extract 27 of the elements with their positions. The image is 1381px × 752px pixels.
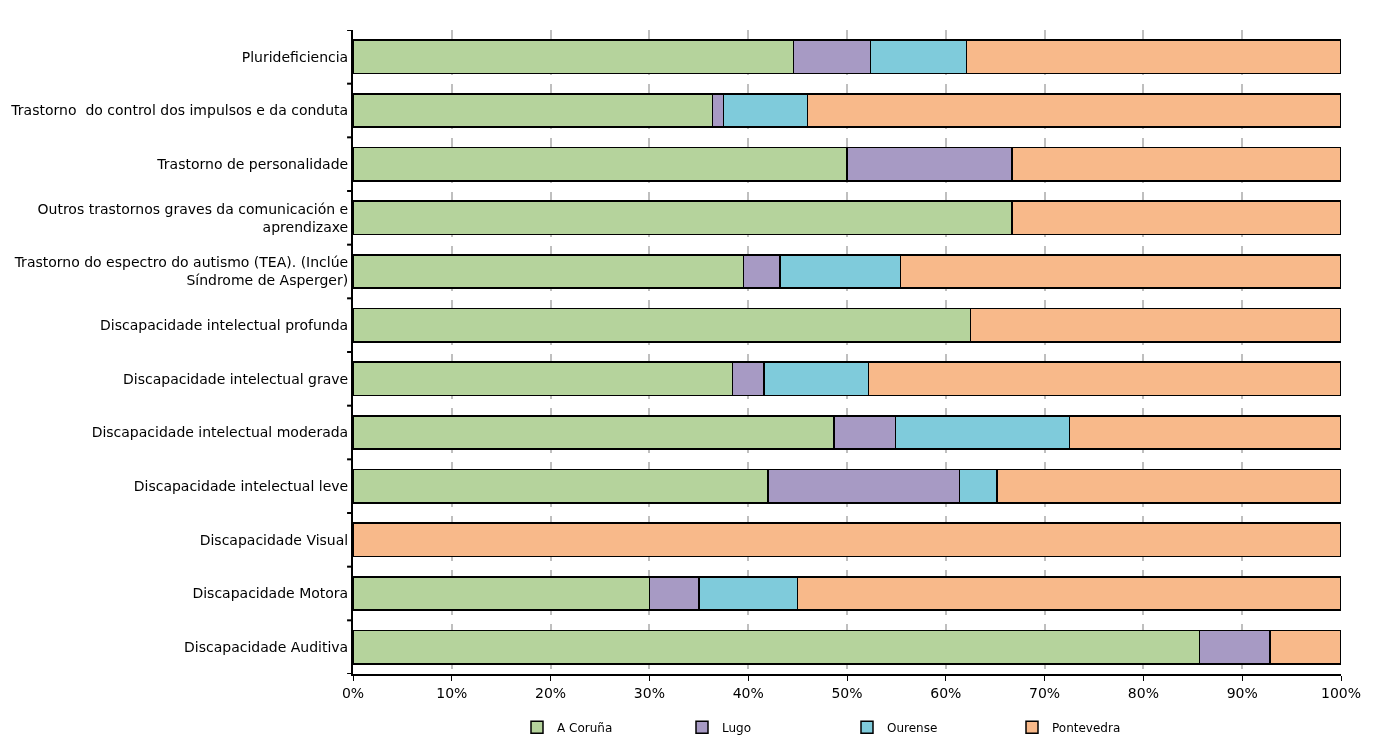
x-tick-label: 100% xyxy=(1320,684,1362,701)
x-tick-label: 60% xyxy=(930,684,962,701)
x-tick-label: 90% xyxy=(1226,684,1258,701)
x-tick-label: 0% xyxy=(341,684,365,701)
y-tick-label: Plurideficiencia xyxy=(241,48,349,65)
x-tick-label: 70% xyxy=(1029,684,1061,701)
y-tick-label: Trastorno de personalidade xyxy=(156,156,349,173)
x-tick-label: 20% xyxy=(535,684,567,701)
y-tick-label: Trastorno do control dos impulsos e da conduta xyxy=(10,102,349,119)
x-tick-label: 30% xyxy=(633,684,665,701)
x-tick-label: 10% xyxy=(436,684,468,701)
y-tick-label: Outros trastornos graves da comunicación e aprendizaxe xyxy=(37,200,349,235)
legend-label: A Coruña xyxy=(557,720,613,735)
legend-label: Ourense xyxy=(887,720,938,735)
legend-label: Pontevedra xyxy=(1052,720,1121,735)
legend-label: Lugo xyxy=(722,720,752,735)
y-tick-label: Discapacidade intelectual grave xyxy=(123,370,349,387)
x-tick-label: 40% xyxy=(732,684,764,701)
y-tick-label: Discapacidade intelectual moderada xyxy=(91,424,349,441)
y-tick-label: Trastorno do espectro do autismo (TEA). (Inclúe Síndrome de Asperger) xyxy=(13,254,349,289)
y-tick-label: Discapacidade intelectual leve xyxy=(133,478,349,495)
x-tick-label: 80% xyxy=(1127,684,1159,701)
y-tick-label: Discapacidade intelectual profunda xyxy=(100,317,349,334)
y-tick-label: Discapacidade Auditiva xyxy=(184,639,349,656)
x-tick-label: 50% xyxy=(831,684,863,701)
y-tick-label: Discapacidade Motora xyxy=(192,585,349,602)
y-tick-label: Discapacidade Visual xyxy=(199,531,349,548)
